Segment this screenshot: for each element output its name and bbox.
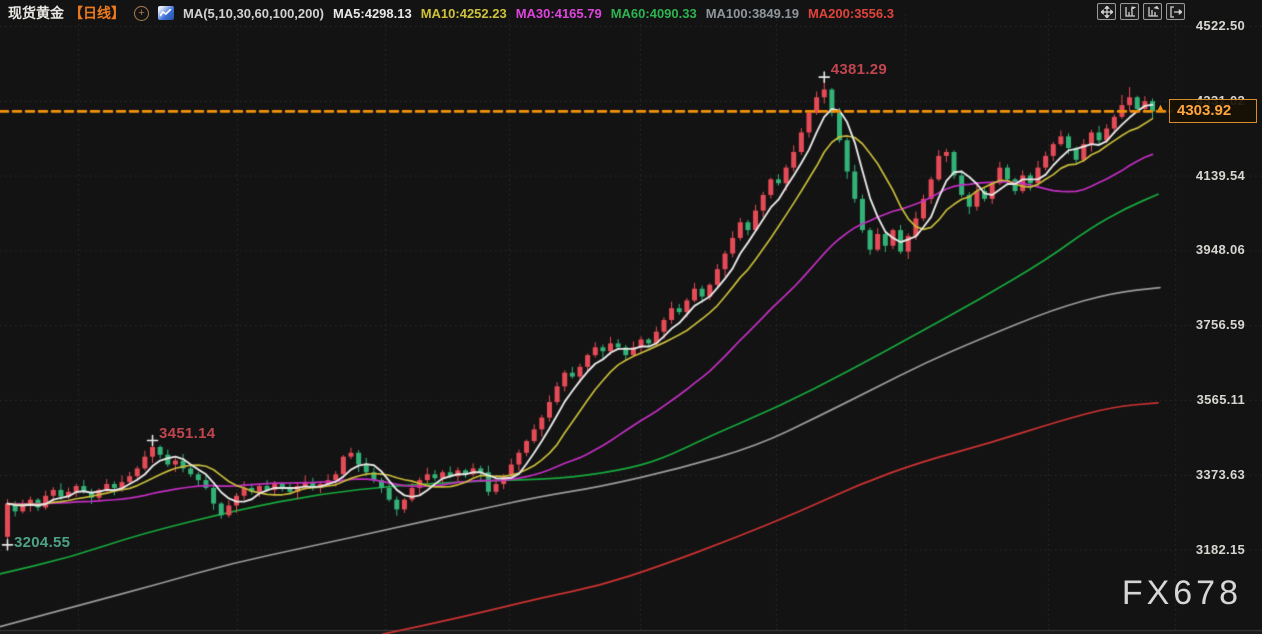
annotation-low: 3204.55 xyxy=(14,533,71,551)
price-marker-icon: ▲ xyxy=(1156,102,1165,112)
annotation-high: 4381.29 xyxy=(830,61,888,79)
pan-icon[interactable] xyxy=(1097,3,1116,20)
y-axis-label: 4139.54 xyxy=(1195,167,1245,183)
ma100-value: MA100:3849.19 xyxy=(705,5,799,21)
watermark-logo: FX678 xyxy=(1121,574,1242,612)
ma60-value: MA60:4090.33 xyxy=(610,5,697,21)
chart-type-icon[interactable] xyxy=(158,6,174,20)
y-axis-label: 3182.15 xyxy=(1195,541,1245,557)
ma-settings-label: MA(5,10,30,60,100,200) xyxy=(183,5,324,21)
axis-zoom-out-icon[interactable] xyxy=(1143,3,1162,20)
y-axis-label: 3756.59 xyxy=(1195,317,1245,333)
add-indicator-icon[interactable]: + xyxy=(134,5,149,21)
period-label[interactable]: 【日线】 xyxy=(69,5,125,21)
ma30-value: MA30:4165.79 xyxy=(515,5,602,21)
ma5-value: MA5:4298.13 xyxy=(332,5,412,21)
chart-header: 现货黄金 【日线】 + MA(5,10,30,60,100,200) MA5:4… xyxy=(8,3,894,23)
y-axis-label: 3565.11 xyxy=(1196,392,1245,407)
annotation-high: 3451.14 xyxy=(159,424,216,442)
exit-fullscreen-icon[interactable] xyxy=(1166,3,1185,20)
y-axis-label: 4522.50 xyxy=(1195,18,1245,33)
chart-toolbar xyxy=(1097,3,1185,20)
axis-zoom-in-icon[interactable] xyxy=(1120,3,1139,20)
y-axis-label: 3948.06 xyxy=(1195,242,1245,258)
ma200-value: MA200:3556.3 xyxy=(807,5,894,21)
symbol-title: 现货黄金 xyxy=(8,5,64,21)
ma10-value: MA10:4252.23 xyxy=(420,5,507,21)
current-price-tag: 4303.92 xyxy=(1169,99,1257,124)
y-axis-label: 3373.63 xyxy=(1195,466,1245,482)
